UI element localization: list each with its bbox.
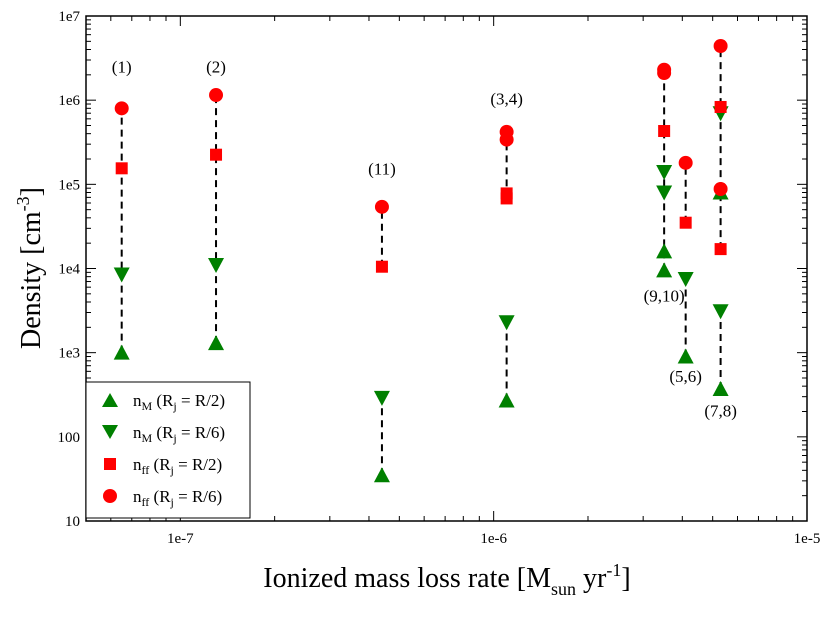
data-point-nM_sixth — [498, 315, 515, 331]
group-annotation: (11) — [368, 159, 396, 178]
data-point-nff_half — [210, 148, 223, 161]
data-point-nff_sixth — [114, 101, 129, 116]
legend-marker-triangle-up — [102, 393, 118, 407]
data-point-nM_sixth — [113, 267, 130, 283]
y-tick-label: 1e4 — [58, 262, 80, 278]
legend-label-nff-half: nff (Rj = R/2) — [133, 455, 222, 477]
data-point-nff_half — [714, 243, 727, 256]
data-point-nff_half — [500, 187, 513, 200]
data-point-nM_half — [656, 243, 673, 259]
x-tick-label: 1e-7 — [167, 531, 194, 547]
data-point-nff_half — [679, 216, 692, 229]
data-point-nff_sixth — [713, 182, 728, 197]
data-point-nff_sixth — [678, 155, 693, 170]
legend-label-nff-sixth: nff (Rj = R/6) — [133, 487, 222, 509]
data-point-nff_sixth — [713, 39, 728, 54]
x-tick-label: 1e-6 — [480, 531, 507, 547]
legend-item-nM-sixth: nM (Rj = R/6) — [102, 423, 225, 445]
tick-labels: 1e-7 1e-6 1e-5 10 100 1e3 1e4 1e5 1e6 1e7 — [58, 9, 821, 547]
data-point-nM_sixth — [208, 258, 225, 274]
data-point-nM_half — [373, 467, 390, 483]
y-tick-label: 1e6 — [58, 93, 80, 109]
data-point-nM_sixth — [677, 272, 694, 288]
group-annotation: (9,10) — [644, 286, 685, 305]
data-point-nff_sixth — [374, 199, 389, 214]
legend-marker-circle — [103, 489, 117, 503]
data-point-nM_sixth — [656, 185, 673, 201]
data-point-nff_half — [658, 125, 671, 138]
y-tick-label: 1e7 — [58, 9, 80, 25]
legend-label-nM-sixth: nM (Rj = R/6) — [133, 423, 225, 445]
y-tick-label: 1e3 — [58, 346, 80, 362]
data-markers — [113, 39, 729, 483]
data-point-nM_half — [498, 392, 515, 408]
y-tick-label: 10 — [65, 514, 80, 530]
legend-label-nM-half: nM (Rj = R/2) — [133, 391, 225, 413]
data-point-nM_sixth — [373, 390, 390, 406]
group-annotation: (3,4) — [490, 89, 523, 108]
y-tick-label: 1e5 — [58, 177, 80, 193]
x-axis-label: Ionized mass loss rate [Msun yr-1] — [263, 560, 630, 599]
group-annotation: (5,6) — [669, 367, 702, 386]
data-point-nM_half — [656, 262, 673, 278]
group-annotation: (2) — [206, 58, 226, 77]
legend-marker-triangle-down — [102, 425, 118, 439]
data-point-nff_half — [714, 100, 727, 113]
data-point-nM_half — [712, 381, 729, 397]
data-point-nM_half — [677, 348, 694, 364]
legend-item-nff-sixth: nff (Rj = R/6) — [103, 487, 222, 509]
data-point-nff_sixth — [499, 124, 514, 139]
y-axis-label: Density [cm-3] — [13, 187, 47, 349]
legend-item-nM-half: nM (Rj = R/2) — [102, 391, 225, 413]
x-tick-label: 1e-5 — [794, 531, 821, 547]
legend: nM (Rj = R/2) nM (Rj = R/6) nff (Rj = R/… — [85, 381, 251, 519]
data-point-nff_sixth — [209, 88, 224, 103]
data-point-nff_half — [375, 260, 388, 273]
legend-item-nff-half: nff (Rj = R/2) — [104, 455, 222, 477]
group-annotation: (7,8) — [704, 402, 737, 421]
legend-marker-square — [104, 458, 116, 470]
data-point-nM_half — [208, 335, 225, 351]
data-point-nM_sixth — [656, 165, 673, 181]
data-point-nff_half — [115, 162, 128, 175]
data-point-nM_half — [113, 344, 130, 360]
data-point-nM_sixth — [712, 304, 729, 320]
group-annotation: (1) — [112, 58, 132, 77]
y-tick-label: 100 — [58, 430, 81, 446]
group-annotations: (1) (2) (11) (3,4) (9,10) (5,6)(7,8) — [112, 58, 737, 421]
data-point-nff_sixth — [657, 62, 672, 77]
